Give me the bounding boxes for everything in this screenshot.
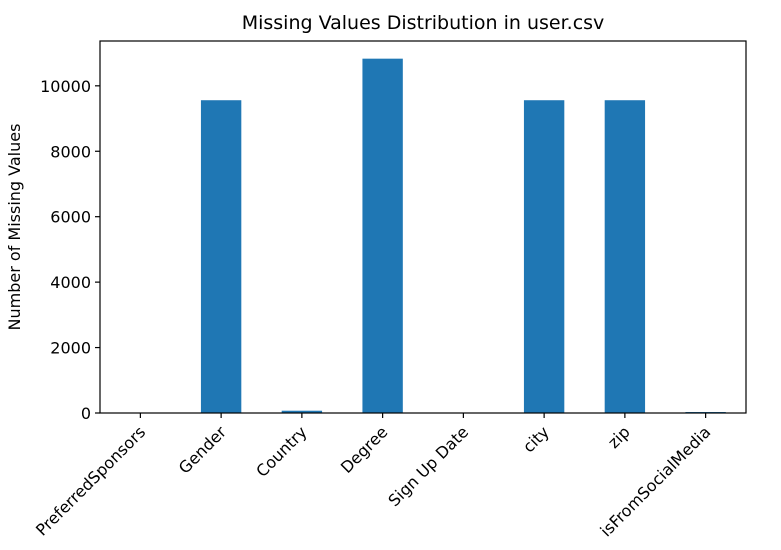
bar-city xyxy=(523,100,565,413)
y-tick-label: 10000 xyxy=(40,77,91,96)
y-axis-label: Number of Missing Values xyxy=(5,124,24,331)
bar-zip xyxy=(604,100,646,413)
x-tick-label: Country xyxy=(252,422,310,480)
x-tick-label: zip xyxy=(604,422,634,452)
y-tick-label: 0 xyxy=(81,404,91,423)
chart-title: Missing Values Distribution in user.csv xyxy=(242,12,605,34)
bar-country xyxy=(281,410,323,413)
axes-frame xyxy=(99,40,747,414)
plot-area: PreferredSponsors Gender Country DegreeSign… xyxy=(32,58,726,540)
bar-gender xyxy=(200,100,242,413)
x-tick-label: PreferredSponsors xyxy=(32,422,149,539)
x-tick-label: city xyxy=(519,422,553,456)
x-tick-label: Degree xyxy=(337,422,392,477)
y-tick-label: 6000 xyxy=(50,208,91,227)
x-tick-label: Sign Up Date xyxy=(384,422,472,510)
y-tick-label: 2000 xyxy=(50,339,91,358)
x-tick-label: Gender xyxy=(175,422,230,477)
y-tick-label: 4000 xyxy=(50,273,91,292)
bar-degree xyxy=(362,58,403,414)
y-tick-label: 8000 xyxy=(50,142,91,161)
